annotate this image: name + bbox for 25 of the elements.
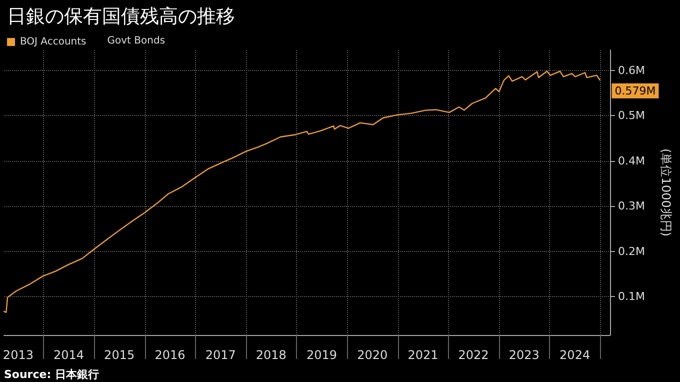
x-tick-label: 2018 [256,348,286,362]
x-tick-label: 2020 [357,348,388,362]
y-tick-label: 0.4M [618,154,645,168]
x-tick-label: 2017 [205,348,236,362]
x-tick-label: 2015 [104,348,135,362]
y-tick-label: 0.1M [618,290,645,304]
y-axis-title: (単位1000兆円) [659,148,673,236]
x-tick-label: 2021 [408,348,438,362]
x-tick-label: 2013 [2,348,34,362]
x-tick-label: 2014 [53,348,84,362]
annotation: 0.579M [614,84,656,98]
y-tick-label: 0.3M [618,200,645,213]
x-tick-label: 2022 [458,348,489,362]
y-tick-label: 0.2M [618,244,645,258]
legend-label: BOJ Accounts [20,36,86,48]
x-tick-label: 2023 [508,348,540,362]
chart-title: 日銀の保有国債残高の推移 [7,6,235,28]
source-note: Source: 日本銀行 [4,368,99,381]
legend-title: Govt Bonds [107,36,166,46]
x-tick-label: 2024 [560,348,590,362]
y-tick-label: 0.5M [618,109,645,122]
x-tick-label: 2019 [306,348,337,362]
x-tick-label: 2016 [154,348,186,362]
y-tick-label: 0.6M [618,64,645,77]
line-series [3,70,600,313]
